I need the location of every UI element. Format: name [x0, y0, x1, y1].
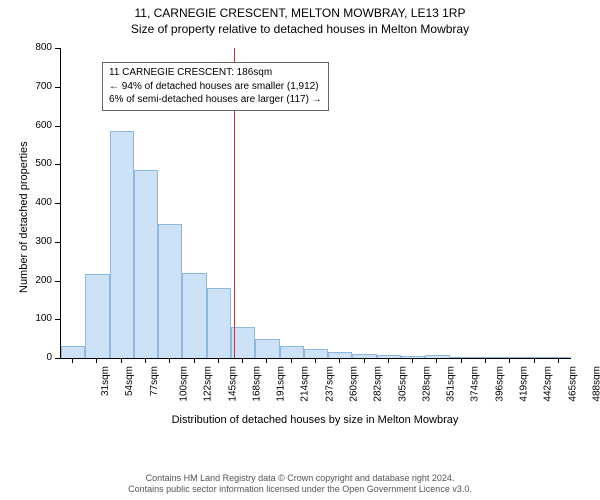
x-tick-mark	[364, 358, 365, 363]
histogram-bar	[158, 224, 182, 358]
histogram-bar	[182, 273, 206, 358]
x-tick-label: 54sqm	[124, 366, 135, 396]
y-tick-label: 0	[12, 352, 52, 363]
x-tick-label: 145sqm	[227, 366, 238, 402]
footer-line-2: Contains public sector information licen…	[0, 484, 600, 496]
x-tick-mark	[242, 358, 243, 363]
x-tick-mark	[169, 358, 170, 363]
x-tick-label: 419sqm	[519, 366, 530, 402]
x-tick-label: 260sqm	[349, 366, 360, 402]
histogram-bar	[425, 355, 449, 358]
histogram-bar	[280, 346, 304, 358]
y-tick-mark	[55, 203, 60, 204]
histogram-bar	[85, 274, 109, 358]
x-tick-mark	[145, 358, 146, 363]
y-tick-label: 100	[12, 313, 52, 324]
x-tick-mark	[461, 358, 462, 363]
y-tick-mark	[55, 164, 60, 165]
footer-line-1: Contains HM Land Registry data © Crown c…	[0, 473, 600, 485]
x-tick-mark	[218, 358, 219, 363]
title-description: Size of property relative to detached ho…	[0, 22, 600, 36]
x-tick-label: 282sqm	[373, 366, 384, 402]
y-tick-label: 600	[12, 120, 52, 131]
x-tick-mark	[485, 358, 486, 363]
x-tick-mark	[509, 358, 510, 363]
x-tick-mark	[194, 358, 195, 363]
x-tick-mark	[96, 358, 97, 363]
histogram-bar	[304, 349, 328, 358]
x-tick-mark	[558, 358, 559, 363]
y-tick-mark	[55, 319, 60, 320]
x-tick-label: 396sqm	[494, 366, 505, 402]
x-tick-label: 214sqm	[300, 366, 311, 402]
histogram-bar	[207, 288, 231, 358]
histogram-bar	[134, 170, 158, 358]
y-tick-mark	[55, 48, 60, 49]
x-tick-label: 328sqm	[421, 366, 432, 402]
y-tick-label: 400	[12, 197, 52, 208]
histogram-bar	[110, 131, 134, 358]
x-tick-label: 191sqm	[276, 366, 287, 402]
x-tick-label: 465sqm	[567, 366, 578, 402]
title-address: 11, CARNEGIE CRESCENT, MELTON MOWBRAY, L…	[0, 6, 600, 20]
info-box-line: 11 CARNEGIE CRESCENT: 186sqm	[109, 66, 322, 80]
x-axis-label: Distribution of detached houses by size …	[60, 414, 570, 426]
x-tick-label: 305sqm	[397, 366, 408, 402]
chart-area: Number of detached properties Distributi…	[0, 38, 600, 438]
x-tick-label: 77sqm	[149, 366, 160, 396]
histogram-bar	[547, 357, 571, 358]
y-tick-label: 700	[12, 81, 52, 92]
y-tick-mark	[55, 126, 60, 127]
histogram-bar	[61, 346, 85, 358]
histogram-bar	[450, 357, 474, 358]
x-tick-mark	[412, 358, 413, 363]
x-tick-label: 122sqm	[203, 366, 214, 402]
y-tick-label: 500	[12, 158, 52, 169]
x-tick-mark	[388, 358, 389, 363]
histogram-bar	[401, 356, 425, 358]
y-tick-mark	[55, 87, 60, 88]
histogram-bar	[377, 355, 401, 358]
y-tick-mark	[55, 358, 60, 359]
y-tick-mark	[55, 242, 60, 243]
y-tick-mark	[55, 281, 60, 282]
x-tick-label: 168sqm	[251, 366, 262, 402]
x-tick-label: 31sqm	[100, 366, 111, 396]
x-tick-mark	[339, 358, 340, 363]
histogram-bar	[328, 352, 352, 358]
x-tick-mark	[72, 358, 73, 363]
info-box-line: 6% of semi-detached houses are larger (1…	[109, 93, 322, 107]
x-tick-label: 351sqm	[446, 366, 457, 402]
x-tick-mark	[315, 358, 316, 363]
y-tick-label: 800	[12, 42, 52, 53]
x-tick-mark	[266, 358, 267, 363]
histogram-bar	[498, 357, 522, 358]
x-tick-label: 442sqm	[543, 366, 554, 402]
x-tick-mark	[121, 358, 122, 363]
attribution-footer: Contains HM Land Registry data © Crown c…	[0, 473, 600, 496]
y-tick-label: 200	[12, 275, 52, 286]
x-tick-label: 374sqm	[470, 366, 481, 402]
x-tick-mark	[291, 358, 292, 363]
x-tick-label: 237sqm	[324, 366, 335, 402]
y-tick-label: 300	[12, 236, 52, 247]
x-tick-label: 488sqm	[591, 366, 600, 402]
x-tick-label: 100sqm	[179, 366, 190, 402]
histogram-bar	[352, 354, 376, 358]
chart-title-block: 11, CARNEGIE CRESCENT, MELTON MOWBRAY, L…	[0, 0, 600, 36]
x-tick-mark	[436, 358, 437, 363]
histogram-bar	[255, 339, 279, 358]
info-box-line: ← 94% of detached houses are smaller (1,…	[109, 80, 322, 94]
x-tick-mark	[534, 358, 535, 363]
histogram-bar	[522, 357, 546, 358]
property-info-box: 11 CARNEGIE CRESCENT: 186sqm← 94% of det…	[102, 62, 329, 111]
